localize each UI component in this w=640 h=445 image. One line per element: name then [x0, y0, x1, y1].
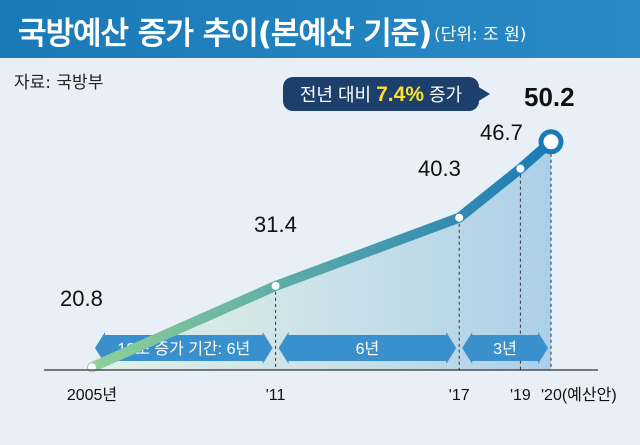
x-tick-label: '20(예산안) — [541, 386, 617, 404]
value-label: 46.7 — [480, 120, 523, 145]
data-point-end — [538, 129, 564, 155]
value-label: 40.3 — [418, 156, 461, 181]
period-label: 6년 — [356, 340, 380, 358]
period-arrow — [278, 332, 457, 364]
x-tick-label: '19 — [510, 387, 531, 404]
data-point — [271, 281, 280, 290]
callout-box — [283, 77, 479, 111]
chart-title: 국방예산 증가 추이(본예산 기준) — [18, 16, 432, 52]
data-point — [516, 164, 525, 173]
data-point — [455, 213, 464, 222]
period-arrow — [95, 332, 273, 364]
title-banner: 국방예산 증가 추이(본예산 기준) (단위: 조 원) — [0, 0, 640, 58]
value-label: 31.4 — [254, 212, 297, 237]
callout-prefix: 전년 대비 — [300, 85, 376, 105]
callout-highlight: 7.4% — [376, 83, 424, 106]
value-label: 50.2 — [524, 82, 575, 112]
period-arrow — [462, 332, 548, 364]
callout-suffix: 증가 — [424, 85, 462, 105]
x-tick-label: '11 — [266, 387, 286, 404]
callout-pointer — [477, 86, 490, 102]
source-label: 자료: 국방부 — [14, 73, 104, 93]
growth-callout: 전년 대비 7.4% 증가 — [283, 77, 490, 111]
x-tick-label: '17 — [449, 387, 470, 404]
x-tick-label: 2005년 — [67, 386, 117, 404]
data-point — [88, 363, 96, 372]
callout-text: 전년 대비 7.4% 증가 — [300, 83, 462, 106]
area-fill — [92, 141, 551, 370]
period-label: 3년 — [493, 340, 517, 358]
unit-label: (단위: 조 원) — [434, 25, 527, 45]
value-label: 20.8 — [60, 286, 103, 311]
